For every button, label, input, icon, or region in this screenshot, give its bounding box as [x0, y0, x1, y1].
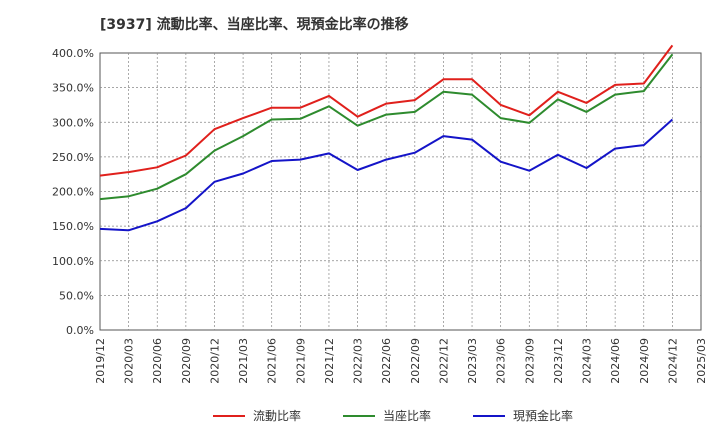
chart-title: [3937] 流動比率、当座比率、現預金比率の推移: [100, 17, 409, 33]
x-tick-label: 2022/12: [437, 338, 450, 384]
y-tick-label: 200.0%: [52, 186, 94, 199]
x-tick-label: 2024/03: [581, 338, 594, 384]
x-tick-label: 2023/06: [495, 338, 508, 384]
legend-label-3: 現預金比率: [513, 408, 573, 423]
x-tick-label: 2020/06: [151, 338, 164, 384]
x-tick-label: 2024/06: [609, 338, 622, 384]
x-tick-label: 2023/12: [552, 338, 565, 384]
x-tick-label: 2021/12: [323, 338, 336, 384]
x-tick-label: 2020/09: [180, 338, 193, 384]
y-tick-label: 250.0%: [52, 151, 94, 164]
x-tick-label: 2021/03: [237, 338, 250, 384]
y-tick-label: 50.0%: [59, 289, 94, 302]
y-tick-label: 0.0%: [66, 324, 94, 337]
x-tick-label: 2025/03: [695, 338, 708, 384]
x-tick-label: 2022/09: [409, 338, 422, 384]
series-line-1: [99, 44, 674, 177]
legend-label-2: 当座比率: [383, 408, 431, 423]
x-tick-label: 2021/09: [294, 338, 307, 384]
x-tick-label: 2021/06: [266, 338, 279, 384]
x-tick-label: 2020/12: [208, 338, 221, 384]
x-tick-label: 2022/06: [380, 338, 393, 384]
series-line-2: [99, 53, 674, 201]
series-line-3: [99, 118, 674, 232]
x-tick-label: 2024/12: [666, 338, 679, 384]
x-tick-label: 2024/09: [638, 338, 651, 384]
x-tick-label: 2023/03: [466, 338, 479, 384]
x-tick-label: 2019/12: [94, 338, 107, 384]
y-tick-label: 150.0%: [52, 220, 94, 233]
legend-label-1: 流動比率: [253, 408, 301, 423]
x-tick-label: 2023/09: [523, 338, 536, 384]
x-tick-label: 2022/03: [352, 338, 365, 384]
y-tick-label: 350.0%: [52, 82, 94, 95]
y-tick-label: 300.0%: [52, 116, 94, 129]
y-tick-label: 100.0%: [52, 255, 94, 268]
x-tick-label: 2020/03: [123, 338, 136, 384]
y-tick-label: 400.0%: [52, 47, 94, 60]
